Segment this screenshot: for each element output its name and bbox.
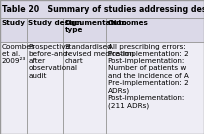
- Bar: [63, 42, 106, 134]
- Text: Study: Study: [2, 20, 26, 26]
- Bar: [106, 18, 204, 42]
- Text: Table 20   Summary of studies addressing design of pro for: Table 20 Summary of studies addressing d…: [2, 5, 204, 14]
- Text: Outcomes: Outcomes: [108, 20, 149, 26]
- Bar: [0, 18, 27, 42]
- Text: Prospective
before-and-
after
observational
audit: Prospective before-and- after observatio…: [28, 44, 77, 79]
- Text: Coombes
et al.
2009²³: Coombes et al. 2009²³: [2, 44, 35, 64]
- Bar: [27, 42, 63, 134]
- Text: Standardised
revised medication
chart: Standardised revised medication chart: [65, 44, 134, 64]
- Text: Study design: Study design: [28, 20, 82, 26]
- Bar: [106, 42, 204, 134]
- Text: All prescribing errors:
Pre-implementation: 2
Post-implementation:
Number of pat: All prescribing errors: Pre-implementati…: [108, 44, 188, 109]
- Text: Documentation
type: Documentation type: [65, 20, 128, 33]
- Bar: [0, 42, 27, 134]
- Bar: [0, 0, 204, 18]
- Bar: [63, 18, 106, 42]
- Bar: [27, 18, 63, 42]
